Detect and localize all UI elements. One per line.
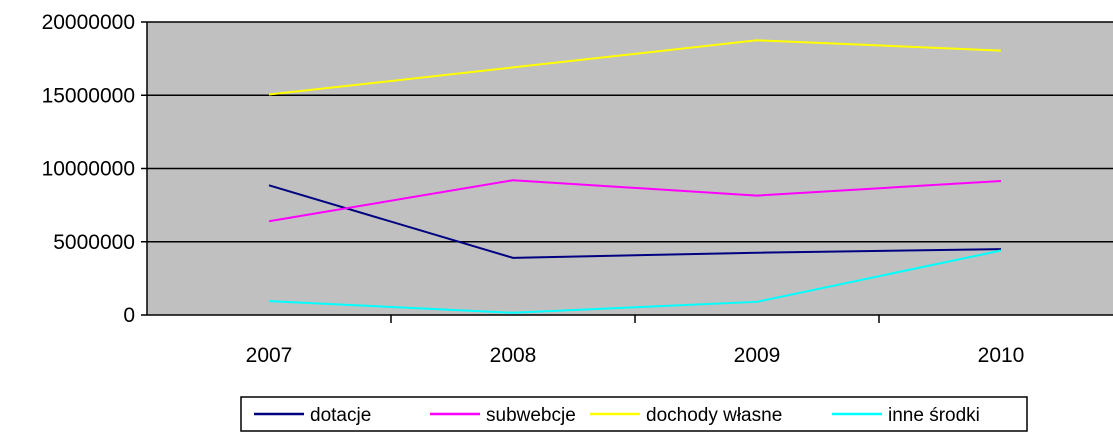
legend-box <box>240 396 1028 432</box>
series-lines <box>268 39 1002 314</box>
legend-label: inne środki <box>888 405 980 426</box>
series-line-inne-środki <box>268 249 1002 314</box>
series-line-subwebcje <box>268 179 1002 223</box>
x-tick-label: 2007 <box>246 344 293 367</box>
y-tick-label: 0 <box>123 304 135 327</box>
series-line-dotacje <box>268 184 1002 259</box>
legend-items: dotacje subwebcje dochody własne inne środk… <box>254 405 980 426</box>
series-line-dochody-własne <box>268 39 1002 96</box>
legend-label: dotacje <box>310 405 371 426</box>
legend: dotacje subwebcje dochody własne inne środk… <box>240 396 1028 432</box>
y-tick-label: 5000000 <box>53 231 135 254</box>
x-axis-ticks: 2007 2008 2009 2010 <box>246 315 1025 367</box>
y-axis-ticks: 0 5000000 10000000 15000000 20000000 <box>42 11 147 327</box>
legend-label: subwebcje <box>486 405 576 426</box>
gridlines <box>147 21 1113 243</box>
x-tick-label: 2010 <box>978 344 1025 367</box>
x-tick-label: 2008 <box>490 344 537 367</box>
x-tick-label: 2009 <box>734 344 781 367</box>
legend-label: dochody własne <box>646 405 782 426</box>
y-tick-label: 15000000 <box>42 84 135 107</box>
y-tick-label: 10000000 <box>42 158 135 181</box>
y-tick-label: 20000000 <box>42 11 135 34</box>
